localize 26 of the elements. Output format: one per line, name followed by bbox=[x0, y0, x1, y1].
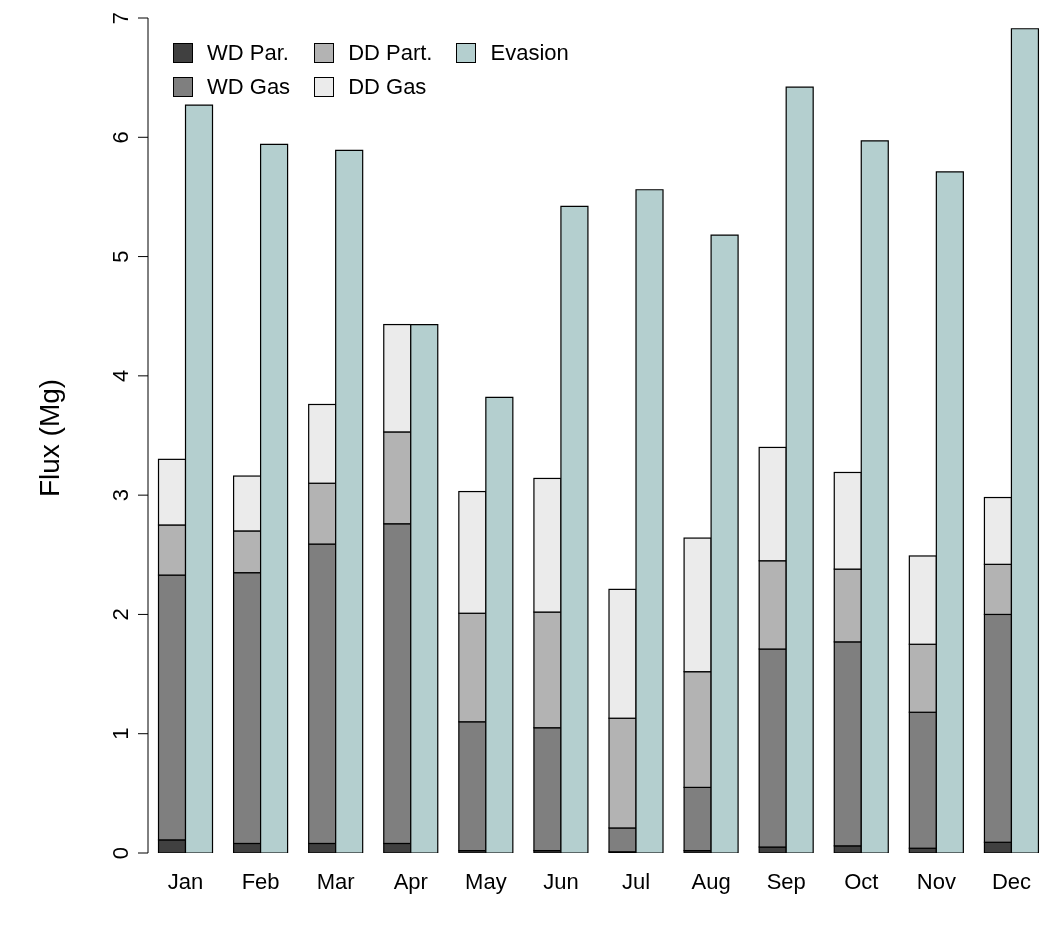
y-tick-label: 3 bbox=[108, 489, 133, 502]
x-tick-label: Jan bbox=[167, 868, 204, 894]
y-axis-title: Flux (Mg) bbox=[34, 378, 66, 498]
x-tick-label: Nov bbox=[916, 868, 956, 894]
x-tick-label: Jun bbox=[543, 868, 579, 894]
x-tick-label: May bbox=[465, 868, 507, 894]
y-tick-label: 5 bbox=[108, 250, 133, 263]
x-tick-label: Sep bbox=[766, 868, 806, 894]
y-tick-label: 2 bbox=[108, 608, 133, 621]
y-tick-label: 4 bbox=[108, 369, 133, 382]
x-tick-label: Apr bbox=[393, 868, 428, 894]
x-tick-label: Feb bbox=[241, 868, 280, 894]
x-tick-label: Aug bbox=[691, 868, 731, 894]
legend-label: WD Gas bbox=[207, 74, 291, 100]
y-tick-label: 0 bbox=[108, 846, 133, 860]
x-tick-label: Dec bbox=[991, 868, 1032, 894]
y-tick-label: 7 bbox=[108, 11, 133, 25]
y-tick-label: 6 bbox=[108, 131, 133, 144]
legend-label: DD Gas bbox=[348, 74, 427, 100]
legend-label: WD Par. bbox=[207, 40, 289, 66]
legend-label: Evasion bbox=[490, 40, 569, 66]
legend-label: DD Part. bbox=[348, 40, 433, 66]
y-tick-label: 1 bbox=[108, 727, 133, 740]
x-tick-label: Jul bbox=[621, 868, 651, 894]
x-tick-label: Oct bbox=[844, 868, 879, 894]
x-tick-label: Mar bbox=[316, 868, 355, 894]
